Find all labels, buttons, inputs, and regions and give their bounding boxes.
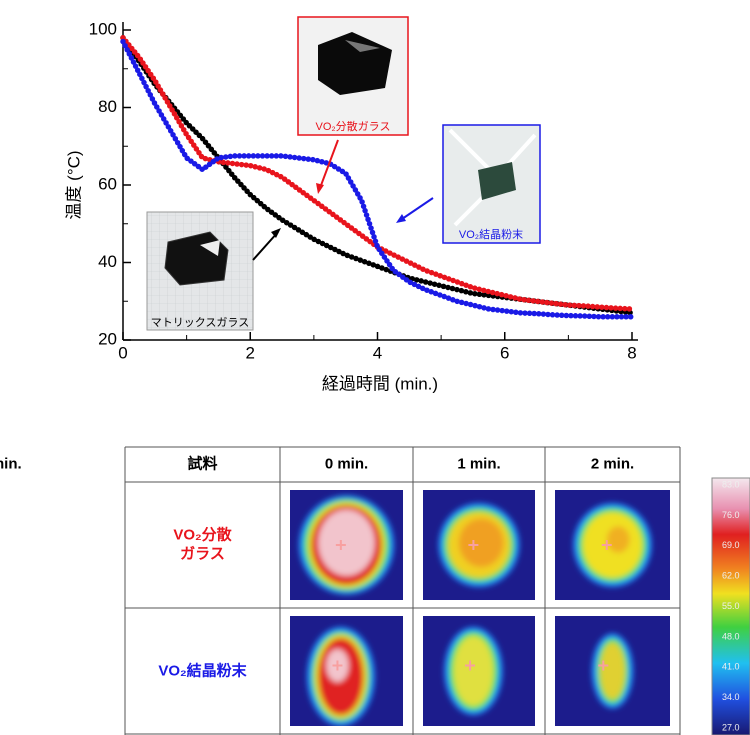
header-cell: 0 min. [325,455,368,472]
x-tick-label: 2 [246,343,255,362]
colorbar-label: 62.0 [722,571,740,581]
figure: 経過時間 (min.) 温度 (°C) 20 40 60 80 100 0 2 4 6 8 マトリ… [0,0,750,735]
thermal-image [555,490,670,600]
row-label: ガラス [180,545,225,562]
colorbar-label: 69.0 [722,540,740,550]
colorbar-label: 83.0 [722,479,740,489]
thermal-blob [444,627,502,715]
thermal-image [423,490,535,600]
x-tick-label: 0 [118,343,127,362]
inset-label: マトリックスガラス [151,316,249,329]
thermal-blob [307,627,375,726]
y-tick-label: 100 [89,19,117,38]
colorbar-label: 34.0 [722,692,740,702]
thermal-layer [453,636,493,706]
x-tick-label: 8 [627,343,636,362]
header-cell: 2 min. [591,455,634,472]
colorbar-label: 27.0 [722,722,740,732]
thermal-image [423,616,535,726]
thermal-blob [573,503,651,587]
thermal-image [555,616,670,726]
x-tick-label: 6 [500,343,509,362]
thermal-layer [459,519,504,567]
x-axis-title: 経過時間 (min.) [322,374,438,393]
inset-matrix: マトリックスガラス [147,212,281,330]
header-cell: 1 min. [457,455,500,472]
colorbar-label: 41.0 [722,662,740,672]
inset-label: VO₂結晶粉末 [459,227,523,241]
y-axis-title: 温度 (°C) [64,150,83,219]
thermal-blob [439,503,520,587]
y-tick-label: 20 [98,329,117,348]
thermal-image [290,490,403,600]
y-tick-label: 60 [98,174,117,193]
header-cell: 試料 [187,454,217,472]
inset-crystal: VO₂結晶粉末 [396,125,540,243]
header-cell: 3 min. [0,455,22,472]
colorbar-label: 55.0 [722,601,740,611]
table: 試料 0 min. 1 min. 2 min. 3 min. VO₂分散ガラス VO₂結晶粉… [0,447,680,735]
inset-dispersed: VO₂分散ガラス [298,17,408,194]
thermal-layer [318,510,375,576]
inset-label: VO₂分散ガラス [316,119,391,133]
row-label: VO₂結晶粉末 [158,661,247,679]
x-tick-label: 4 [373,343,382,362]
thermal-image [290,616,403,726]
y-tick-label: 40 [98,252,117,271]
colorbar-labels: 83.0 76.0 69.0 62.0 55.0 48.0 41.0 34.0 27.0 [722,479,740,732]
thermal-layer [607,526,630,552]
y-tick-label: 80 [98,97,117,116]
thermal-layer [600,642,625,699]
row-label: VO₂分散 [173,525,232,543]
colorbar-label: 76.0 [722,510,740,520]
thermal-blob [299,496,394,595]
colorbar-label: 48.0 [722,631,740,641]
thermal-blob [592,634,633,709]
